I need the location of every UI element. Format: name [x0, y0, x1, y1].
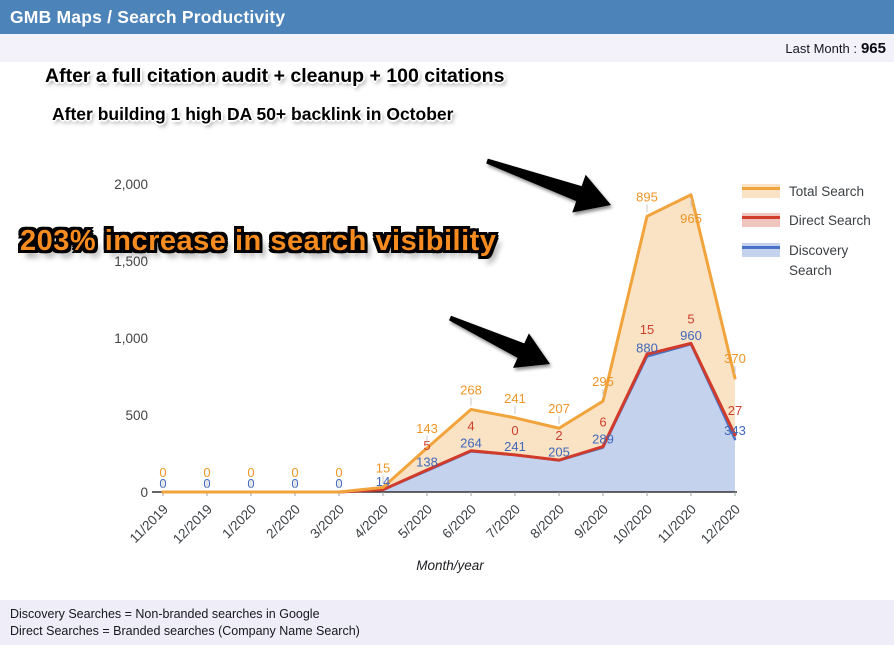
total-point-label: 0 [247, 465, 254, 480]
direct-point-label: 5 [687, 311, 694, 326]
total-point-label: 0 [203, 465, 210, 480]
chart-area: 0 500 1,000 1,500 2,000 11/2019 12/2019 1/2020 2… [0, 62, 894, 600]
y-tick-label: 2,000 [114, 177, 148, 192]
x-tick-label: 11/2020 [655, 502, 699, 546]
direct-point-label: 27 [728, 403, 742, 418]
title-bar: GMB Maps / Search Productivity [0, 0, 894, 34]
discovery-point-label: 264 [460, 435, 482, 450]
y-tick-label: 1,000 [114, 331, 148, 346]
total-point-label: 0 [291, 465, 298, 480]
last-month-label: Last Month : [785, 40, 857, 56]
discovery-point-label: 205 [548, 444, 570, 459]
x-tick-label: 3/2020 [307, 502, 347, 542]
direct-point-label: 6 [599, 415, 606, 430]
total-point-label: 0 [159, 465, 166, 480]
x-tick-label: 9/2020 [571, 502, 611, 542]
x-tick-label: 7/2020 [483, 502, 523, 542]
x-tick-label: 2/2020 [263, 502, 303, 542]
footnote-direct-definition: Direct Searches = Branded searches (Comp… [10, 624, 360, 638]
x-tick-label: 4/2020 [351, 502, 391, 542]
total-point-label: 268 [460, 382, 482, 397]
total-search-line [161, 193, 737, 494]
discovery-search-swatch-icon [742, 242, 780, 257]
direct-point-label: 4 [467, 419, 474, 434]
arrow-to-growth-icon [448, 315, 550, 368]
legend-item-direct-search: Direct Search [742, 211, 881, 231]
discovery-point-label: 960 [680, 328, 702, 343]
x-tick-label: 12/2019 [170, 502, 215, 547]
total-point-label: 241 [504, 391, 526, 406]
direct-point-label: 2 [555, 428, 562, 443]
total-point-label: 370 [724, 351, 746, 366]
annotation-increase: 203% increase in search visibility [20, 225, 497, 257]
discovery-point-label: 880 [636, 340, 658, 355]
discovery-point-label: 289 [592, 431, 614, 446]
footnote: Discovery Searches = Non-branded searche… [0, 600, 894, 645]
discovery-search-area [163, 344, 735, 492]
x-tick-label: 11/2019 [127, 502, 171, 546]
direct-search-swatch-icon [742, 213, 780, 228]
direct-point-label: 15 [640, 322, 654, 337]
arrow-to-peak-icon [486, 158, 611, 213]
summary-bar: Last Month : 965 [0, 34, 894, 62]
discovery-point-label: 241 [504, 439, 526, 454]
legend-item-discovery-search: Discovery Search [742, 241, 881, 282]
x-tick-label: 8/2020 [527, 502, 567, 542]
chart-legend: Total Search Direct Search Discovery Sea… [742, 182, 881, 281]
total-search-swatch-icon [742, 184, 780, 198]
x-axis-title: Month/year [416, 558, 484, 573]
x-tick-label: 5/2020 [395, 502, 435, 542]
x-tick-label: 1/2020 [219, 502, 259, 542]
total-point-label: 295 [592, 374, 614, 389]
total-point-label: 143 [416, 421, 438, 436]
footnote-discovery-definition: Discovery Searches = Non-branded searche… [10, 607, 320, 621]
total-search-area [163, 194, 735, 492]
discovery-point-label: 343 [724, 423, 746, 438]
total-point-label: 965 [680, 211, 702, 226]
legend-item-total-search: Total Search [742, 182, 881, 202]
total-point-label: 207 [548, 401, 570, 416]
legend-label-discovery-search: Discovery Search [789, 242, 849, 278]
y-tick-label: 500 [125, 408, 148, 423]
x-tick-label: 12/2020 [698, 502, 743, 547]
total-point-label: 895 [636, 189, 658, 204]
legend-label-total-search: Total Search [789, 184, 865, 199]
direct-point-label: 5 [423, 438, 430, 453]
direct-point-label: 0 [511, 423, 518, 438]
x-tick-label: 10/2020 [610, 502, 655, 547]
y-tick-label: 1,500 [114, 254, 148, 269]
total-point-label: 15 [376, 460, 390, 475]
annotation-backlink: After building 1 high DA 50+ backlink in… [52, 104, 454, 124]
y-tick-label: 0 [140, 485, 148, 500]
total-point-label: 0 [335, 465, 342, 480]
page-title: GMB Maps / Search Productivity [10, 6, 286, 27]
annotation-citation-audit: After a full citation audit + cleanup + … [45, 65, 505, 87]
x-tick-label: 6/2020 [439, 502, 479, 542]
legend-label-direct-search: Direct Search [789, 213, 871, 229]
last-month-value: 965 [860, 39, 886, 57]
discovery-point-label: 138 [416, 455, 438, 470]
